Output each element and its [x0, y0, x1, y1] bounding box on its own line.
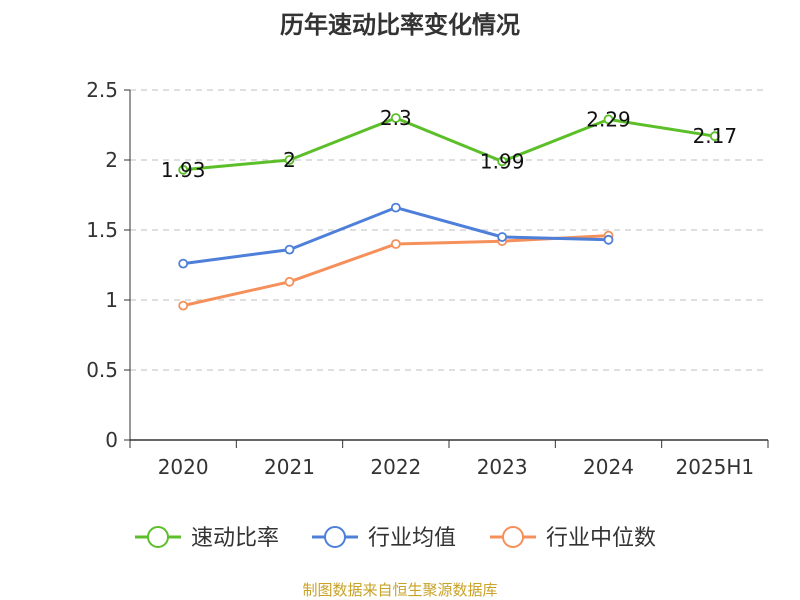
data-label: 2 — [283, 148, 296, 172]
x-tick-label-2020: 2020 — [158, 455, 209, 479]
legend-marker-icon — [502, 526, 524, 548]
legend[interactable]: 速动比率 行业均值 行业中位数 — [135, 526, 656, 551]
series-point-行业中位数 — [284, 276, 295, 287]
series-point-行业均值 — [603, 234, 614, 245]
x-tick-label-2021: 2021 — [264, 455, 315, 479]
legend-marker-icon — [147, 526, 169, 548]
grid — [130, 89, 768, 371]
x-tick-label-2023: 2023 — [477, 455, 528, 479]
legend-label: 速动比率 — [191, 526, 279, 551]
y-tick-label-1: 1 — [105, 288, 118, 312]
legend-marker-icon — [324, 526, 346, 548]
y-tick-label-2: 2 — [105, 148, 118, 172]
series-point-速动比率 — [603, 114, 614, 125]
legend-label: 行业均值 — [368, 526, 456, 551]
series-line-行业均值 — [183, 206, 609, 266]
data-label: 2.29 — [586, 107, 631, 131]
legend-item-速动比率[interactable]: 速动比率 — [135, 526, 279, 551]
y-tick-label-1.5: 1.5 — [86, 218, 118, 242]
series-point-行业均值 — [497, 232, 508, 242]
legend-item-行业中位数[interactable]: 行业中位数 — [490, 526, 656, 551]
data-labels: 1.93 2 2.3 1.99 2.29 2.17 — [161, 106, 737, 182]
x-tick-label-2025H1: 2025H1 — [675, 455, 754, 479]
series-group — [178, 113, 720, 311]
series-point-速动比率 — [390, 113, 401, 123]
series-point-行业均值 — [284, 244, 295, 255]
axes: 0 0.5 1 1.5 2 2.5 2020 2021 2022 2023 2024 2025H1 — [86, 78, 769, 479]
series-point-速动比率 — [709, 131, 720, 142]
data-label: 1.93 — [161, 158, 206, 182]
legend-label: 行业中位数 — [546, 526, 656, 551]
series-point-速动比率 — [284, 155, 295, 165]
series-point-行业中位数 — [390, 239, 401, 249]
legend-item-行业均值[interactable]: 行业均值 — [312, 526, 456, 551]
y-tick-label-0.5: 0.5 — [86, 358, 118, 382]
source-note: 制图数据来自恒生聚源数据库 — [302, 581, 497, 599]
chart-title: 历年速动比率变化情况 — [280, 11, 520, 39]
x-tick-label-2024: 2024 — [583, 455, 634, 479]
data-label: 2.3 — [380, 106, 412, 130]
x-tick-label-2022: 2022 — [370, 455, 421, 479]
data-label: 2.17 — [693, 124, 738, 148]
series-point-行业中位数 — [178, 300, 189, 311]
series-point-行业均值 — [390, 202, 401, 213]
series-point-行业均值 — [178, 258, 189, 269]
y-tick-label-2.5: 2.5 — [86, 78, 118, 102]
y-tick-label-0: 0 — [105, 428, 118, 452]
data-label: 1.99 — [480, 149, 525, 173]
series-line-速动比率 — [183, 116, 716, 172]
series-point-速动比率 — [178, 164, 189, 175]
series-point-速动比率 — [497, 156, 508, 167]
